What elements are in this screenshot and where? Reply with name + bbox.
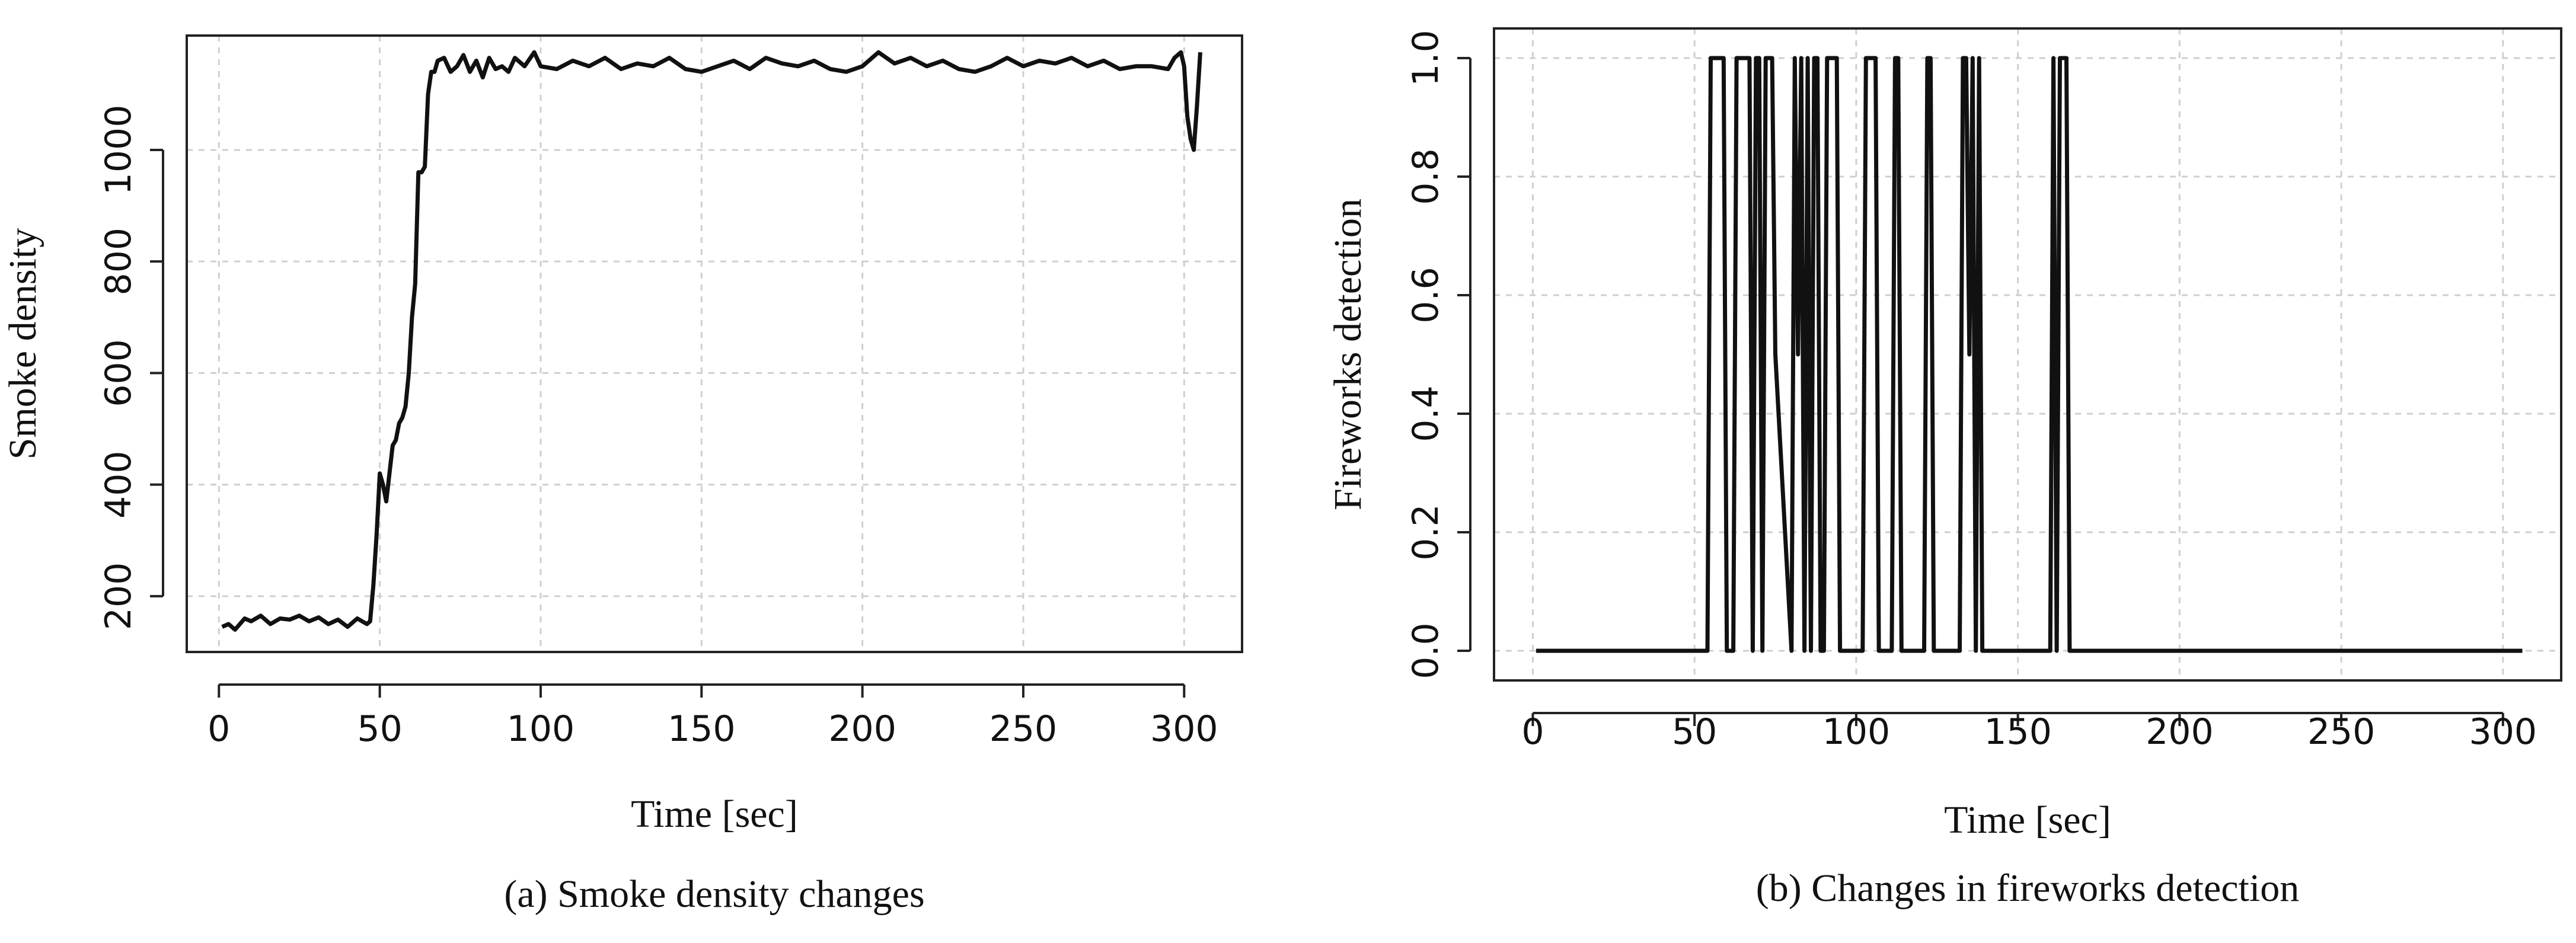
y-tick-label: 800 (98, 228, 139, 296)
x-tick-label: 0 (208, 708, 230, 750)
y-tick-label: 0.6 (1405, 267, 1447, 323)
x-tick-label: 100 (507, 708, 575, 750)
x-tick-label: 300 (1150, 708, 1218, 750)
x-tick-label: 250 (989, 708, 1058, 750)
x-tick-label: 200 (828, 708, 896, 750)
x-tick-label: 50 (357, 708, 402, 750)
x-tick-label: 50 (1672, 711, 1717, 753)
y-tick-label: 600 (98, 339, 139, 407)
x-tick-label: 200 (2146, 711, 2214, 753)
y-tick-label: 400 (98, 450, 139, 519)
y-tick-label: 200 (98, 562, 139, 631)
y-tick-label: 0.0 (1405, 622, 1447, 679)
series-line (1536, 56, 2523, 653)
y-tick-label: 0.8 (1405, 148, 1447, 204)
y-tick-label: 0.2 (1405, 504, 1447, 560)
x-tick-label: 250 (2307, 711, 2376, 753)
chart-fireworks-detection: 0 50 100 150 200 250 300 0.0 0.2 0.4 0.6 0.8 1.0 Time… (1326, 27, 2562, 910)
y-tick-label: 1000 (98, 105, 139, 196)
plot-frame (186, 34, 1243, 653)
x-axis-title: Time [sec] (1944, 798, 2111, 842)
x-tick-label: 150 (1984, 711, 2052, 753)
x-tick-label: 0 (1521, 711, 1544, 753)
figure-caption: (a) Smoke density changes (504, 872, 924, 916)
x-tick-label: 150 (668, 708, 736, 750)
x-tick-label: 300 (2469, 711, 2537, 753)
x-tick-label: 100 (1822, 711, 1891, 753)
plot-frame (1493, 27, 2562, 682)
chart-smoke-density: 0 50 100 150 200 250 300 200 400 600 800 1000 Time [… (1, 34, 1243, 916)
figure-caption: (b) Changes in fireworks detection (1756, 867, 2299, 910)
y-axis-title: Fireworks detection (1326, 199, 1370, 510)
y-axis-title: Smoke density (1, 228, 44, 460)
x-axis-title: Time [sec] (631, 792, 798, 836)
y-tick-label: 1.0 (1405, 30, 1447, 86)
y-tick-label: 0.4 (1405, 385, 1447, 442)
series-line (221, 50, 1202, 632)
